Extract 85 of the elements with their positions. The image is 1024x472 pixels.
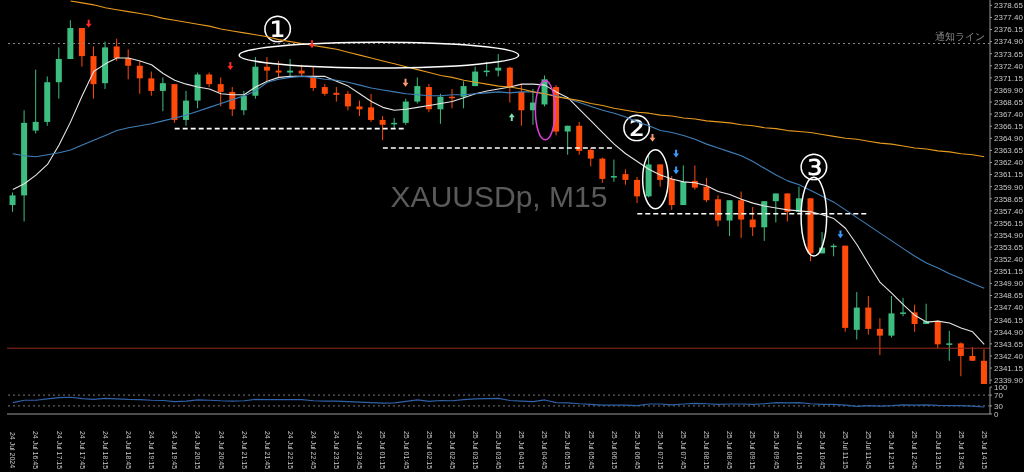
candlestick	[287, 58, 294, 77]
y-tick-label: 2369.90	[994, 85, 1024, 95]
y-tick-label: 2371.15	[994, 73, 1024, 83]
candlestick	[368, 93, 375, 123]
candlestick	[402, 98, 409, 126]
y-tick-label: 2374.90	[994, 37, 1024, 47]
candlestick	[217, 76, 224, 107]
line-series	[12, 75, 985, 289]
candlestick	[634, 176, 641, 204]
candlestick	[703, 177, 710, 203]
y-tick-label: 70	[994, 390, 1004, 400]
y-tick-label: 2357.40	[994, 206, 1024, 216]
candlestick	[900, 297, 907, 317]
candlestick	[749, 206, 756, 237]
candlestick	[957, 341, 964, 377]
y-tick-label: 2351.15	[994, 267, 1024, 277]
y-tick-label: 2378.65	[994, 1, 1024, 11]
candlestick	[518, 83, 525, 127]
y-tick-label: 2354.90	[994, 230, 1024, 240]
y-tick-label: 2346.15	[994, 315, 1024, 325]
candlestick	[9, 191, 16, 213]
candlestick	[506, 66, 513, 104]
y-tick-label: 2376.15	[994, 25, 1024, 35]
candlestick	[726, 199, 733, 237]
candlestick	[148, 71, 155, 97]
candlestick	[853, 291, 860, 341]
y-tick-label: 2362.40	[994, 158, 1024, 168]
candlestick	[460, 80, 467, 109]
candlestick	[414, 76, 421, 104]
candlestick	[240, 90, 247, 116]
candlestick	[772, 192, 779, 223]
candlestick	[610, 159, 617, 183]
y-tick-label: 30	[994, 401, 1004, 411]
candlestick	[125, 48, 132, 80]
y-tick-label: 2373.65	[994, 49, 1024, 59]
candlestick	[876, 317, 883, 356]
candlestick	[136, 60, 143, 95]
y-tick-label: 2344.90	[994, 327, 1024, 337]
y-tick-label: 2348.65	[994, 291, 1024, 301]
y-tick-label: 2366.15	[994, 122, 1024, 132]
y-tick-label: 2341.15	[994, 363, 1024, 373]
candlestick	[564, 125, 571, 156]
y-tick-label: 2342.40	[994, 351, 1024, 361]
candlestick	[946, 330, 953, 362]
y-tick-label: 2377.40	[994, 13, 1024, 23]
candlestick	[379, 115, 386, 141]
candlestick	[888, 295, 895, 339]
y-tick-label: 2358.65	[994, 194, 1024, 204]
candlestick	[159, 76, 166, 112]
candlestick	[784, 192, 791, 222]
candlestick	[495, 53, 502, 77]
candlestick	[113, 38, 120, 62]
candlestick	[599, 157, 606, 184]
annotation: XAUUSDp, M15	[390, 180, 608, 214]
candlestick	[32, 69, 39, 134]
y-tick-label: 2343.65	[994, 339, 1024, 349]
candlestick	[55, 46, 62, 100]
annotation: ③	[797, 146, 831, 188]
candlestick	[344, 90, 351, 111]
candlestick	[980, 348, 987, 384]
y-tick-label: 2353.65	[994, 242, 1024, 252]
y-tick-label: 2356.15	[994, 218, 1024, 228]
y-tick-label: 2363.65	[994, 146, 1024, 156]
y-tick-label: 2364.90	[994, 134, 1024, 144]
y-tick-label: 2361.15	[994, 170, 1024, 180]
y-tick-label: 2347.40	[994, 303, 1024, 313]
candlestick	[183, 90, 190, 127]
y-tick-label: 2352.40	[994, 255, 1024, 265]
y-tick-label: 2339.90	[994, 375, 1024, 385]
y-tick-label: 2368.65	[994, 97, 1024, 107]
ref-line-label: 通知ライン	[935, 31, 985, 43]
line-series	[12, 396, 985, 408]
y-tick-label: 2349.90	[994, 279, 1024, 289]
y-tick-label: 2372.40	[994, 61, 1024, 71]
candlestick	[738, 191, 745, 239]
y-tick-label: 0	[994, 409, 999, 419]
y-tick-label: 100	[994, 382, 1008, 392]
candlestick	[865, 295, 872, 336]
annotation: ②	[620, 107, 653, 149]
candlestick	[714, 194, 721, 227]
y-tick-label: 2367.40	[994, 109, 1024, 119]
y-tick-label: 2359.90	[994, 182, 1024, 192]
candlestick	[587, 147, 594, 167]
candlestick	[263, 56, 270, 82]
candlestick	[934, 319, 941, 349]
